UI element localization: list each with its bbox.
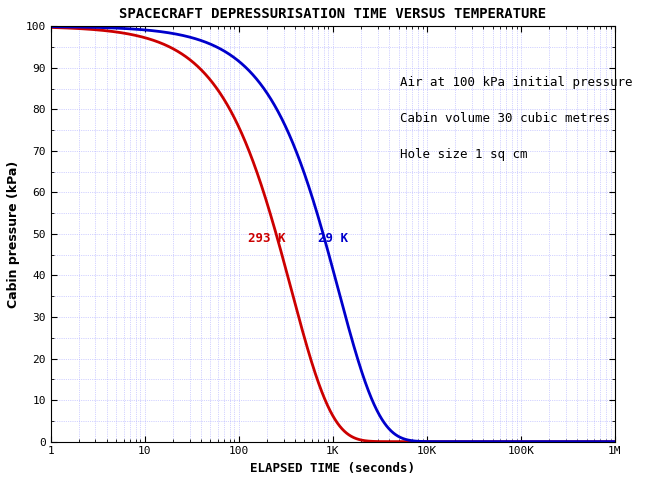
Text: Air at 100 kPa initial pressure

Cabin volume 30 cubic metres

Hole size 1 sq cm: Air at 100 kPa initial pressure Cabin vo… bbox=[401, 76, 633, 161]
X-axis label: ELAPSED TIME (seconds): ELAPSED TIME (seconds) bbox=[250, 462, 415, 475]
Text: 293 K: 293 K bbox=[248, 232, 286, 244]
Text: 29 K: 29 K bbox=[318, 232, 348, 244]
Title: SPACECRAFT DEPRESSURISATION TIME VERSUS TEMPERATURE: SPACECRAFT DEPRESSURISATION TIME VERSUS … bbox=[119, 7, 546, 21]
Y-axis label: Cabin pressure (kPa): Cabin pressure (kPa) bbox=[7, 161, 20, 308]
